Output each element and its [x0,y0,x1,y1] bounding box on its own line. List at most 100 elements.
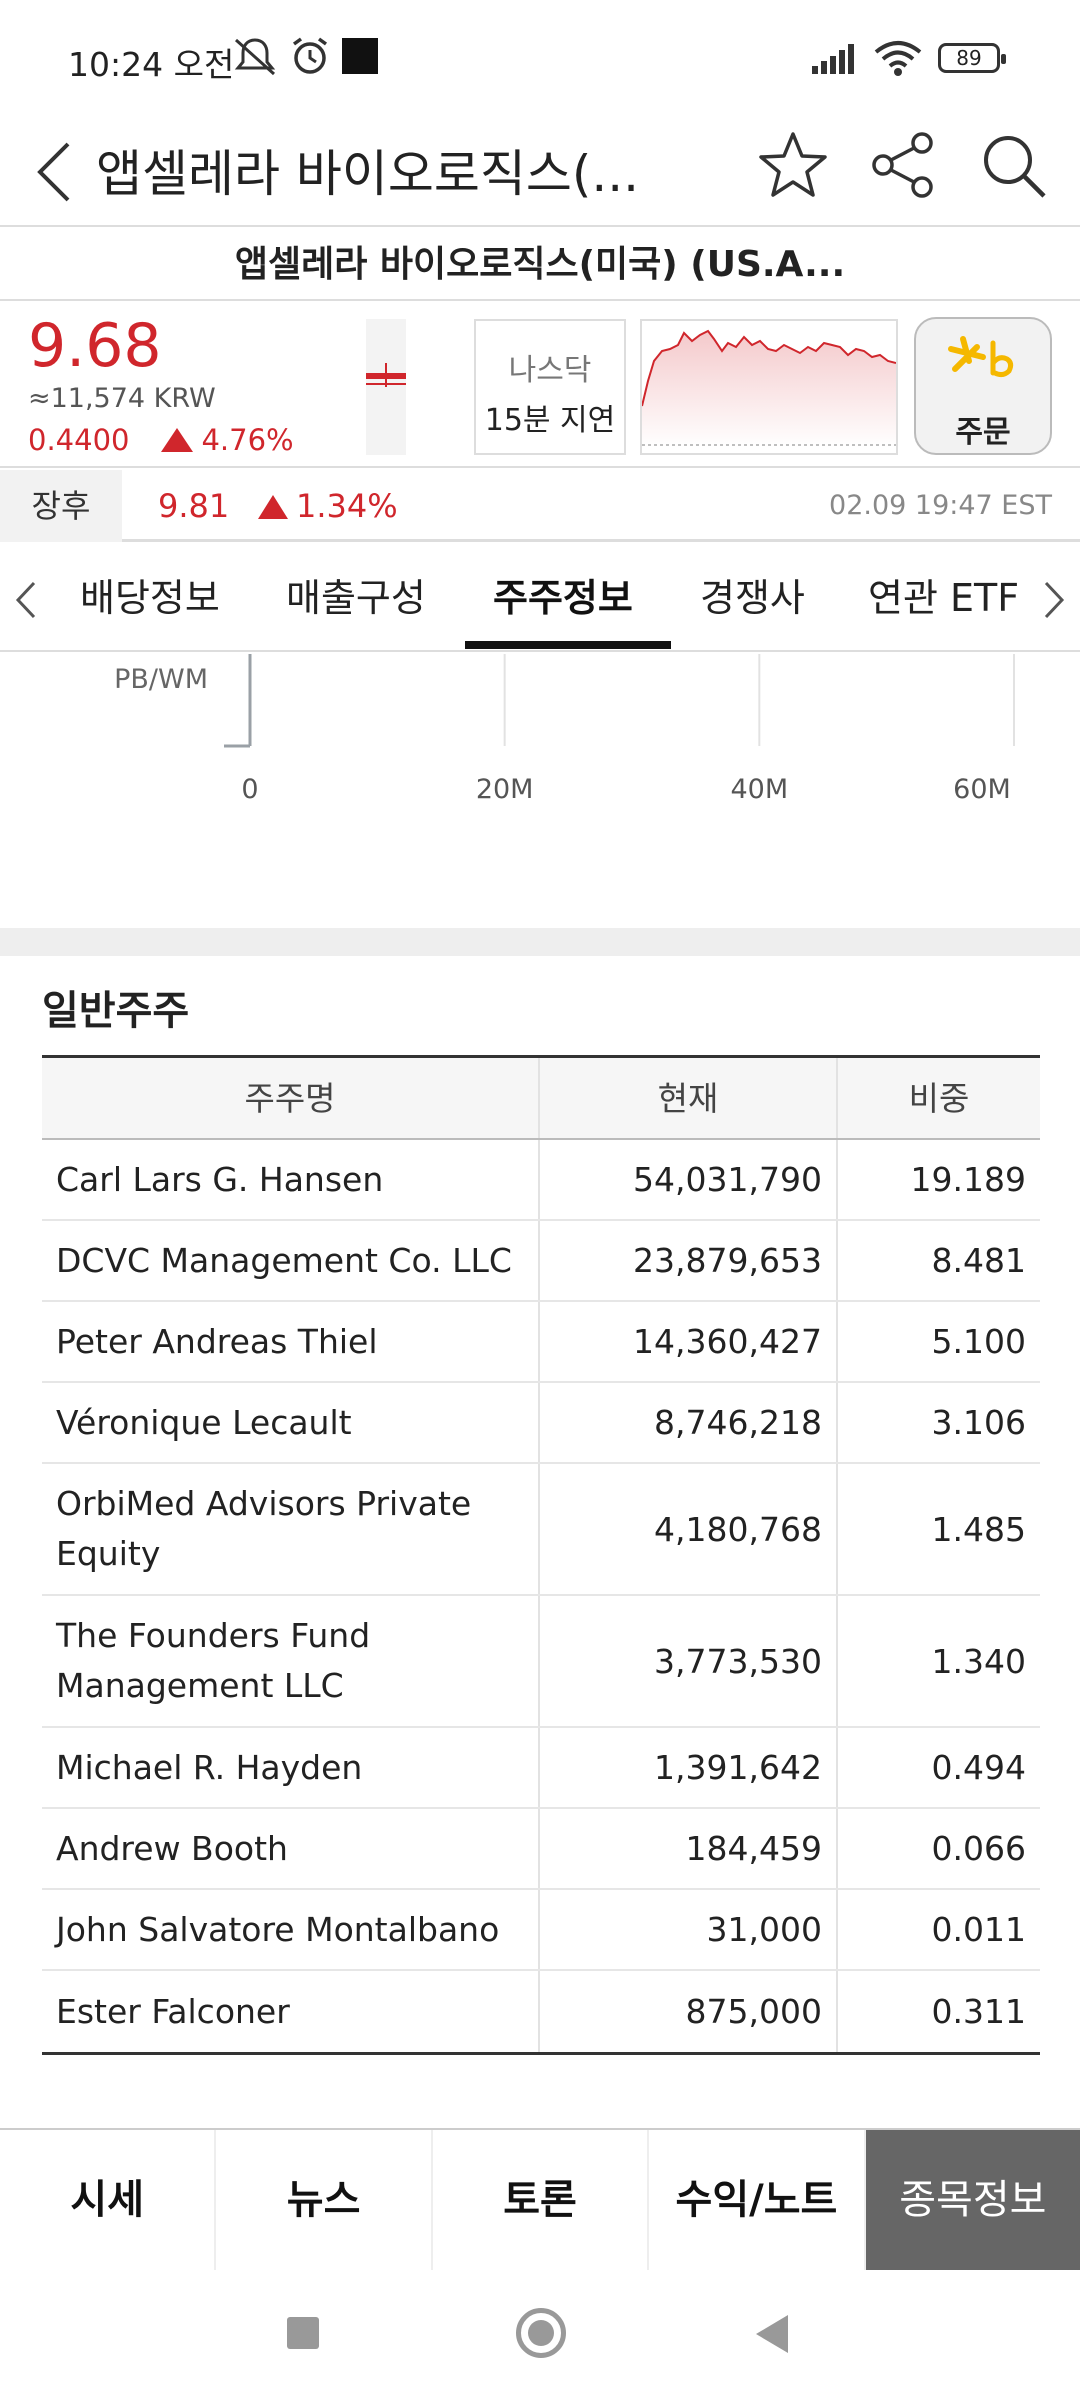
tab-shareholders[interactable]: 주주정보 [493,576,633,620]
alarm-icon [292,37,328,74]
shareholder-weight: 5.100 [931,1322,1026,1361]
shareholder-weight: 0.311 [931,1992,1026,2031]
status-bar: 10:24 오전 89 [0,0,1080,110]
stock-full-name: 앱셀레라 바이오로직스(미국) (US.A... [0,229,1080,301]
nav-profit-note[interactable]: 수익/노트 [649,2130,866,2270]
change-amount: 0.4400 [28,423,130,457]
shareholder-weight: 0.494 [931,1748,1026,1787]
day-candle [366,319,406,455]
price-krw: ≈11,574 KRW [28,383,216,414]
bottom-navigation: 시세 뉴스 토론 수익/노트 종목정보 [0,2128,1080,2270]
table-row: Peter Andreas Thiel 14,360,427 5.100 [42,1302,1040,1383]
back-icon [37,142,70,202]
shareholder-name: Ester Falconer [42,1971,540,2052]
shareholder-name: DCVC Management Co. LLC [42,1221,540,1300]
nav-discussion[interactable]: 토론 [433,2130,650,2270]
share-icon [872,132,933,198]
header-name: 주주명 [42,1058,540,1138]
favorite-button[interactable] [756,128,830,202]
x-tick-label: 20M [476,774,534,805]
table-row: OrbiMed Advisors Private Equity 4,180,76… [42,1464,1040,1596]
page-title: 앱셀레라 바이오로직스(... [96,145,640,203]
mute-icon [234,38,276,76]
section-divider [0,928,1080,956]
table-row: Véronique Lecault 8,746,218 3.106 [42,1383,1040,1464]
table-row: The Founders Fund Management LLC 3,773,5… [42,1596,1040,1728]
shareholder-current: 31,000 [540,1890,838,1969]
status-right-icons: 89 [810,40,1006,76]
shareholder-name: Peter Andreas Thiel [42,1302,540,1381]
table-row: John Salvatore Montalbano 31,000 0.011 [42,1890,1040,1971]
shareholder-weight: 19.189 [910,1160,1026,1199]
x-tick-label: 40M [731,774,789,805]
table-header: 주주명 현재 비중 [42,1058,1040,1140]
home-icon[interactable] [516,2308,566,2358]
shareholder-weight: 0.011 [931,1910,1026,1949]
share-button[interactable] [866,128,940,202]
shareholder-name: Michael R. Hayden [42,1728,540,1807]
nav-quotes[interactable]: 시세 [0,2130,217,2270]
star-icon [759,132,827,197]
shareholder-name: Carl Lars G. Hansen [42,1140,540,1219]
back-nav-icon[interactable] [756,2315,788,2353]
shareholder-name: John Salvatore Montalbano [42,1890,540,1969]
intraday-line [641,329,897,447]
status-left-icons [232,36,378,76]
order-button[interactable]: 주문 [914,317,1052,455]
tabs-scroll-right[interactable] [1034,575,1074,625]
shareholder-name: The Founders Fund Management LLC [42,1596,540,1726]
chart-svg: 0 20M 40M 60M PB/WM [114,654,1015,805]
shareholder-weight: 0.066 [931,1829,1026,1868]
tab-dividend[interactable]: 배당정보 [80,576,220,620]
status-time: 10:24 오전 [68,45,235,84]
search-button[interactable] [976,128,1050,202]
chevron-right-icon [1044,581,1065,619]
x-tick-label: 0 [241,774,258,805]
shareholder-weight: 1.340 [931,1641,1026,1681]
tab-competitors[interactable]: 경쟁사 [700,576,805,620]
search-icon [984,136,1046,198]
section-title: 일반주주 [42,988,190,1034]
candle-body [366,373,406,379]
shareholder-type-chart: 0 20M 40M 60M PB/WM [0,654,1080,926]
nav-stock-info[interactable]: 종목정보 [865,2130,1080,2270]
up-triangle-icon [258,495,288,519]
shareholder-current: 14,360,427 [540,1302,838,1381]
nav-news[interactable]: 뉴스 [216,2130,433,2270]
shareholder-name: Andrew Booth [42,1809,540,1888]
shareholder-current: 1,391,642 [540,1728,838,1807]
back-button[interactable] [28,132,88,212]
table-row: Carl Lars G. Hansen 54,031,790 19.189 [42,1140,1040,1221]
after-hours-timestamp: 02.09 19:47 EST [829,490,1052,521]
recents-icon[interactable] [287,2317,319,2349]
shareholder-weight: 3.106 [931,1403,1026,1442]
shareholder-current: 54,031,790 [540,1140,838,1219]
header-actions [756,128,1050,202]
market-name: 나스닥 [508,353,592,388]
signal-icon [812,44,854,74]
table-row: Andrew Booth 184,459 0.066 [42,1809,1040,1890]
shareholder-current: 184,459 [540,1809,838,1888]
after-hours-percent: 1.34% [296,487,398,525]
tab-revenue[interactable]: 매출구성 [286,576,426,620]
active-tab-indicator [465,641,671,649]
order-label: 주문 [955,415,1011,450]
candle-line [366,383,406,385]
info-tabs: 배당정보 매출구성 주주정보 경쟁사 연관 ETF [0,545,1080,652]
shareholders-table: 주주명 현재 비중 Carl Lars G. Hansen 54,031,790… [42,1055,1040,2055]
chevron-left-icon [15,581,36,619]
shareholder-current: 3,773,530 [540,1596,838,1726]
up-triangle-icon [161,428,194,452]
shareholder-current: 23,879,653 [540,1221,838,1300]
table-row: Michael R. Hayden 1,391,642 0.494 [42,1728,1040,1809]
header-current: 현재 [540,1058,838,1138]
intraday-mini-chart[interactable] [640,319,898,455]
header-weight: 비중 [908,1079,970,1118]
after-hours-price: 9.81 [158,487,230,525]
notification-square-icon [342,38,378,74]
tab-related-etf[interactable]: 연관 ETF [868,576,1020,620]
tabs-scroll-left[interactable] [6,575,46,625]
price-change: 0.4400 4.76% [28,423,294,457]
x-tick-label: 60M [953,774,1011,805]
market-info: 나스닥 15분 지연 [474,319,626,455]
